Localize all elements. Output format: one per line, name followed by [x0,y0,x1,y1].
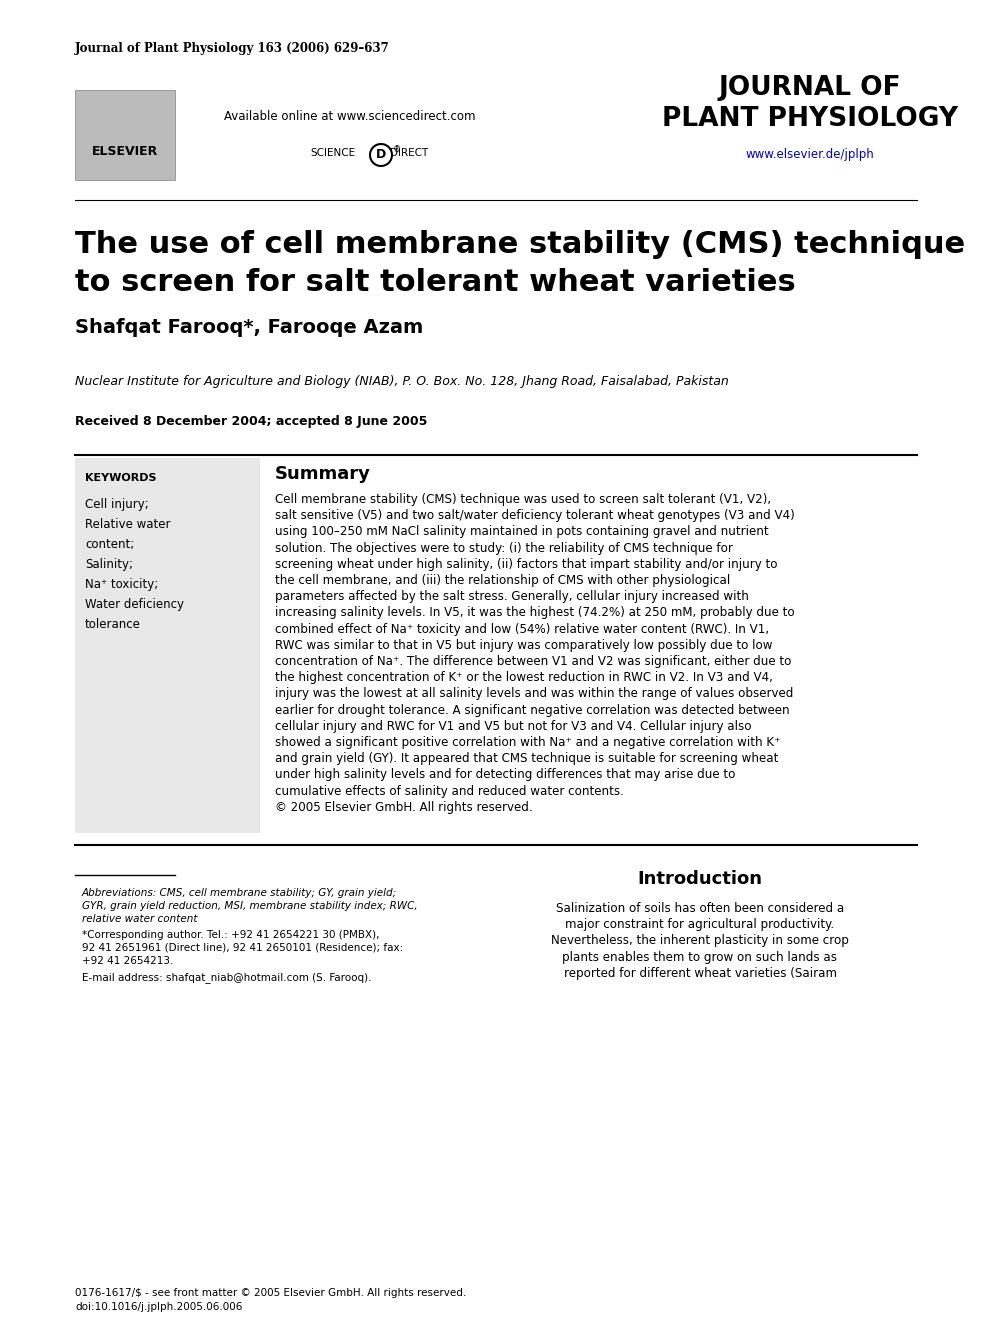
Text: D: D [376,148,386,161]
Text: the cell membrane, and (iii) the relationship of CMS with other physiological: the cell membrane, and (iii) the relatio… [275,574,730,587]
Text: parameters affected by the salt stress. Generally, cellular injury increased wit: parameters affected by the salt stress. … [275,590,749,603]
Text: salt sensitive (V5) and two salt/water deficiency tolerant wheat genotypes (V3 a: salt sensitive (V5) and two salt/water d… [275,509,795,523]
Text: the highest concentration of K⁺ or the lowest reduction in RWC in V2. In V3 and : the highest concentration of K⁺ or the l… [275,671,773,684]
Text: showed a significant positive correlation with Na⁺ and a negative correlation wi: showed a significant positive correlatio… [275,736,781,749]
Text: Salinization of soils has often been considered a: Salinization of soils has often been con… [556,902,844,916]
Text: tolerance: tolerance [85,618,141,631]
Text: to screen for salt tolerant wheat varieties: to screen for salt tolerant wheat variet… [75,269,796,296]
Text: 92 41 2651961 (Direct line), 92 41 2650101 (Residence); fax:: 92 41 2651961 (Direct line), 92 41 26501… [82,943,404,953]
Text: plants enables them to grow on such lands as: plants enables them to grow on such land… [562,951,837,963]
Text: PLANT PHYSIOLOGY: PLANT PHYSIOLOGY [662,106,958,132]
Text: DIRECT: DIRECT [390,148,429,157]
Text: Journal of Plant Physiology 163 (2006) 629–637: Journal of Plant Physiology 163 (2006) 6… [75,42,390,56]
Text: combined effect of Na⁺ toxicity and low (54%) relative water content (RWC). In V: combined effect of Na⁺ toxicity and low … [275,623,769,635]
Text: GYR, grain yield reduction, MSI, membrane stability index; RWC,: GYR, grain yield reduction, MSI, membran… [82,901,418,912]
FancyBboxPatch shape [75,90,175,180]
Text: using 100–250 mM NaCl salinity maintained in pots containing gravel and nutrient: using 100–250 mM NaCl salinity maintaine… [275,525,769,538]
Text: *Corresponding author. Tel.: +92 41 2654221 30 (PMBX),: *Corresponding author. Tel.: +92 41 2654… [82,930,380,941]
Text: Nuclear Institute for Agriculture and Biology (NIAB), P. O. Box. No. 128, Jhang : Nuclear Institute for Agriculture and Bi… [75,374,729,388]
Text: reported for different wheat varieties (Sairam: reported for different wheat varieties (… [563,967,836,980]
Text: screening wheat under high salinity, (ii) factors that impart stability and/or i: screening wheat under high salinity, (ii… [275,558,778,570]
Text: +92 41 2654213.: +92 41 2654213. [82,957,174,966]
Text: content;: content; [85,538,134,550]
Text: doi:10.1016/j.jplph.2005.06.006: doi:10.1016/j.jplph.2005.06.006 [75,1302,242,1312]
Text: E-mail address: shafqat_niab@hotmail.com (S. Farooq).: E-mail address: shafqat_niab@hotmail.com… [82,972,371,983]
Text: Relative water: Relative water [85,519,171,531]
Text: © 2005 Elsevier GmbH. All rights reserved.: © 2005 Elsevier GmbH. All rights reserve… [275,800,533,814]
Text: major constraint for agricultural productivity.: major constraint for agricultural produc… [565,918,834,931]
Text: earlier for drought tolerance. A significant negative correlation was detected b: earlier for drought tolerance. A signifi… [275,704,790,717]
Text: Na⁺ toxicity;: Na⁺ toxicity; [85,578,159,591]
Text: www.elsevier.de/jplph: www.elsevier.de/jplph [746,148,874,161]
Text: Nevertheless, the inherent plasticity in some crop: Nevertheless, the inherent plasticity in… [552,934,849,947]
Text: injury was the lowest at all salinity levels and was within the range of values : injury was the lowest at all salinity le… [275,688,794,700]
Text: Water deficiency: Water deficiency [85,598,184,611]
Text: JOURNAL OF: JOURNAL OF [718,75,902,101]
Text: Cell membrane stability (CMS) technique was used to screen salt tolerant (V1, V2: Cell membrane stability (CMS) technique … [275,493,771,505]
Text: Introduction: Introduction [638,871,763,888]
Text: Summary: Summary [275,464,371,483]
Text: concentration of Na⁺. The difference between V1 and V2 was significant, either d: concentration of Na⁺. The difference bet… [275,655,792,668]
Text: SCIENCE: SCIENCE [310,148,355,157]
FancyBboxPatch shape [75,458,260,833]
Text: KEYWORDS: KEYWORDS [85,474,157,483]
Text: and grain yield (GY). It appeared that CMS technique is suitable for screening w: and grain yield (GY). It appeared that C… [275,753,779,765]
Text: ®: ® [393,146,401,153]
Text: relative water content: relative water content [82,914,197,923]
Text: increasing salinity levels. In V5, it was the highest (74.2%) at 250 mM, probabl: increasing salinity levels. In V5, it wa… [275,606,795,619]
Text: Abbreviations: CMS, cell membrane stability; GY, grain yield;: Abbreviations: CMS, cell membrane stabil… [82,888,397,898]
Text: Available online at www.sciencedirect.com: Available online at www.sciencedirect.co… [224,110,476,123]
Text: under high salinity levels and for detecting differences that may arise due to: under high salinity levels and for detec… [275,769,735,782]
Text: Received 8 December 2004; accepted 8 June 2005: Received 8 December 2004; accepted 8 Jun… [75,415,428,429]
Text: solution. The objectives were to study: (i) the reliability of CMS technique for: solution. The objectives were to study: … [275,541,733,554]
Text: cumulative effects of salinity and reduced water contents.: cumulative effects of salinity and reduc… [275,785,624,798]
Text: Cell injury;: Cell injury; [85,497,149,511]
Text: Shafqat Farooq*, Farooqe Azam: Shafqat Farooq*, Farooqe Azam [75,318,424,337]
Text: 0176-1617/$ - see front matter © 2005 Elsevier GmbH. All rights reserved.: 0176-1617/$ - see front matter © 2005 El… [75,1289,466,1298]
Text: cellular injury and RWC for V1 and V5 but not for V3 and V4. Cellular injury als: cellular injury and RWC for V1 and V5 bu… [275,720,752,733]
Text: RWC was similar to that in V5 but injury was comparatively low possibly due to l: RWC was similar to that in V5 but injury… [275,639,773,652]
Text: Salinity;: Salinity; [85,558,133,572]
Text: ELSEVIER: ELSEVIER [92,146,158,157]
Text: The use of cell membrane stability (CMS) technique: The use of cell membrane stability (CMS)… [75,230,965,259]
